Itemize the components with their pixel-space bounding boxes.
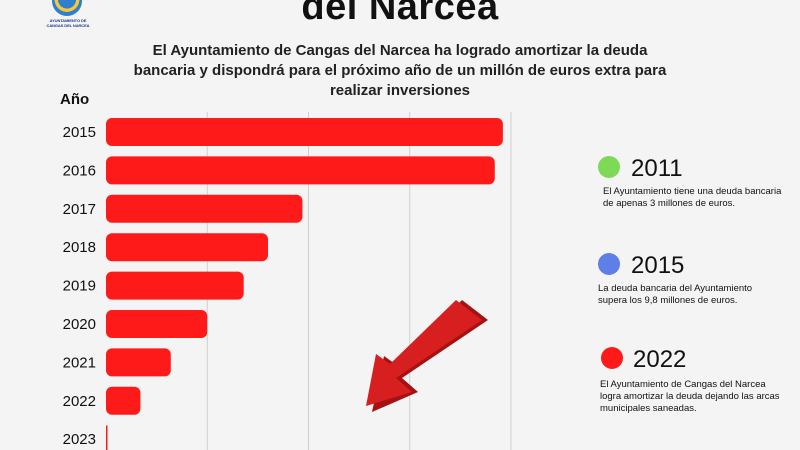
page-subtitle: El Ayuntamiento de Cangas del Narcea ha … xyxy=(133,42,667,99)
year-label-2016: 2016 xyxy=(63,162,96,179)
bar-2022 xyxy=(106,386,141,415)
bar-2023 xyxy=(106,425,108,450)
year-label-2021: 2021 xyxy=(63,354,96,371)
note-text-2011: El Ayuntamiento tiene una deuda bancaria… xyxy=(603,186,782,209)
year-label-2020: 2020 xyxy=(63,316,96,333)
logo-caption: AYUNTAMIENTO DE CANGAS DEL NARCEA xyxy=(46,18,90,28)
bar-2018 xyxy=(106,233,268,262)
bar-2021 xyxy=(106,348,171,377)
down-arrow-icon xyxy=(366,300,488,412)
note-year-2015: 2015 xyxy=(631,252,685,279)
logo: AYUNTAMIENTO DE CANGAS DEL NARCEA xyxy=(44,0,92,30)
chart-year-labels: 2015 2016 2017 2018 2019 2020 2021 2022 2023 xyxy=(63,124,96,448)
note-dot-2022 xyxy=(601,347,623,369)
year-label-2023: 2023 xyxy=(63,431,96,448)
bar-2017 xyxy=(106,194,303,223)
bar-2016 xyxy=(106,156,495,185)
bar-2020 xyxy=(106,310,208,338)
bar-2015 xyxy=(106,118,503,146)
note-dot-2015 xyxy=(598,253,620,275)
year-label-2015: 2015 xyxy=(63,124,96,141)
year-label-2017: 2017 xyxy=(63,201,96,218)
note-year-2022: 2022 xyxy=(633,346,687,373)
chart-bars xyxy=(106,118,503,450)
year-label-2022: 2022 xyxy=(63,393,96,410)
note-dot-2011 xyxy=(598,156,620,178)
note-text-2022: El Ayuntamiento de Cangas del Narcea log… xyxy=(600,379,780,414)
note-text-2015: La deuda bancaria del Ayuntamiento super… xyxy=(598,283,753,306)
year-label-2018: 2018 xyxy=(63,239,96,256)
bar-2019 xyxy=(106,271,244,300)
year-label-2019: 2019 xyxy=(63,278,96,295)
axis-title: Año xyxy=(60,91,89,108)
note-year-2011: 2011 xyxy=(631,155,683,182)
coat-of-arms-icon xyxy=(52,0,82,16)
page-title: del Narcea xyxy=(301,0,499,28)
